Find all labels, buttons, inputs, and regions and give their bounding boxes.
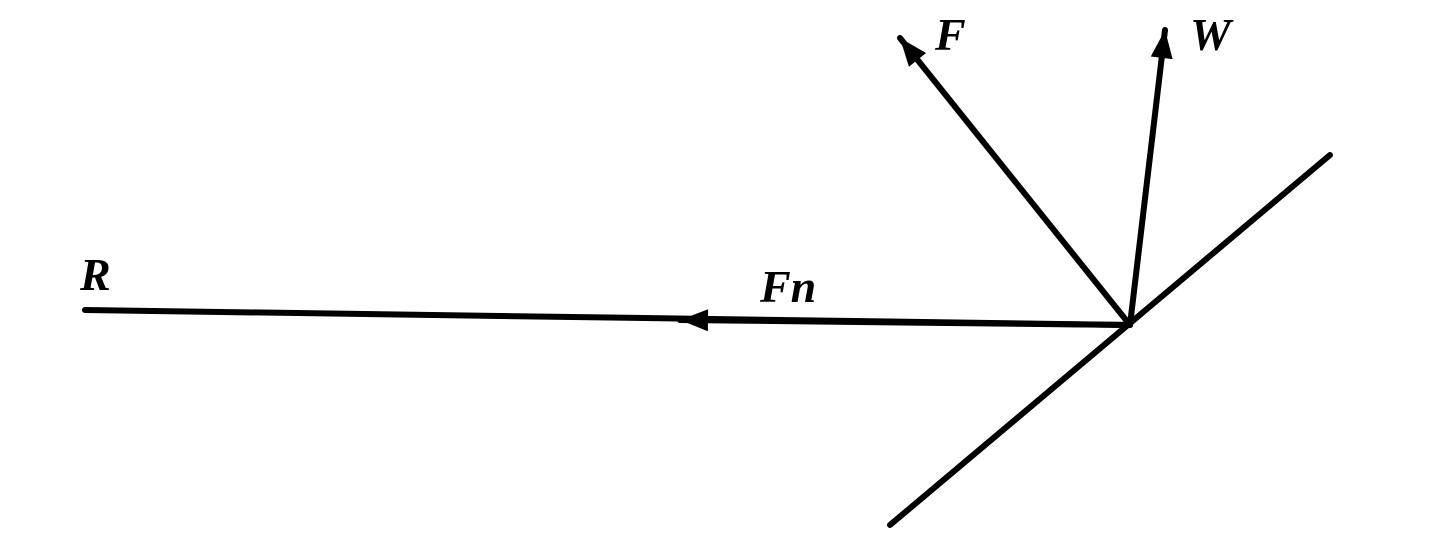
vector-W <box>1130 30 1165 325</box>
vector-diagram <box>0 0 1448 554</box>
label-Fn: Fn <box>760 260 816 313</box>
label-R: R <box>80 248 111 301</box>
label-W: W <box>1190 8 1231 61</box>
label-F: F <box>935 8 966 61</box>
vector-Fn <box>680 320 1130 325</box>
vector-F <box>900 38 1130 325</box>
arrowhead-Fn <box>680 309 708 331</box>
incline-line <box>890 155 1330 525</box>
